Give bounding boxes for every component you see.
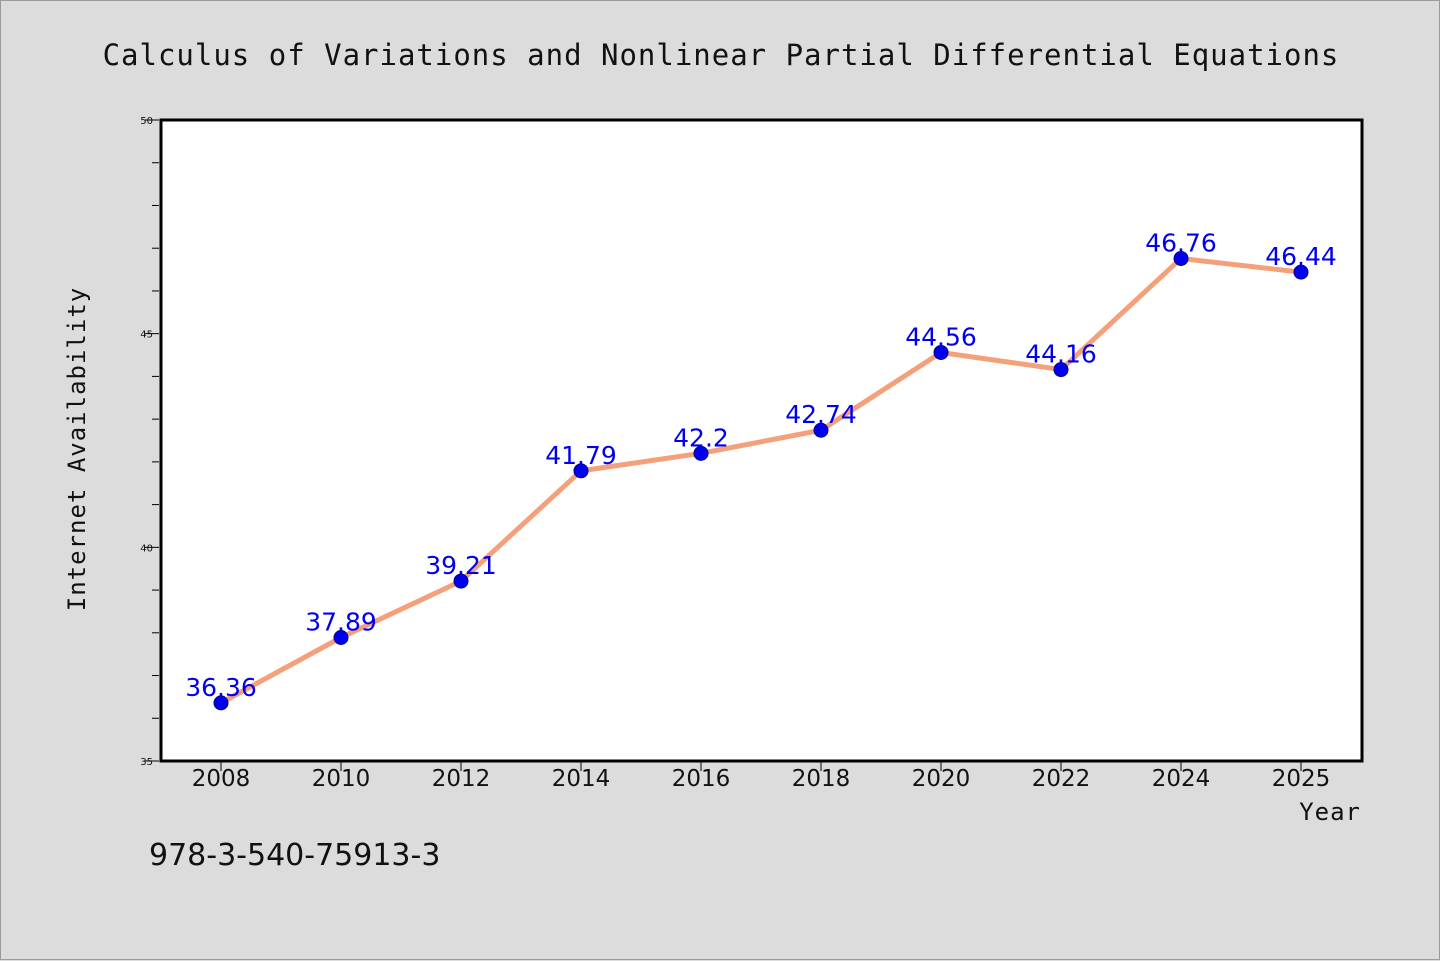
data-label: 36.36	[185, 673, 257, 702]
x-tick-label: 2012	[432, 766, 491, 792]
data-point	[213, 695, 229, 711]
y-tick-label: 50	[140, 116, 153, 127]
x-tick-label: 2024	[1152, 766, 1211, 792]
y-tick-label: 45	[140, 330, 153, 341]
data-label: 41.79	[545, 441, 617, 470]
x-tick-label: 2022	[1032, 766, 1091, 792]
x-tick-label: 2016	[672, 766, 731, 792]
x-tick-label: 2020	[912, 766, 971, 792]
x-tick-label: 2014	[552, 766, 611, 792]
y-tick-label: 40	[140, 543, 153, 554]
chart-title: Calculus of Variations and Nonlinear Par…	[103, 38, 1340, 72]
data-point	[333, 630, 349, 646]
data-point	[453, 573, 469, 589]
data-label: 42.2	[673, 423, 729, 452]
series-layer: 36.36 37.89 39.21 41.79 42.2 42.74 44.56 44.16 4…	[185, 228, 1337, 711]
isbn-text: 978-3-540-75913-3	[149, 838, 440, 873]
data-label: 46.76	[1145, 228, 1217, 257]
x-axis: 2008 2010 2012 2014 2016 2018 2020 2022 2024 2025	[192, 762, 1331, 792]
data-label: 42.74	[785, 400, 857, 429]
data-label: 37.89	[305, 608, 377, 637]
series-line	[219, 255, 1302, 706]
y-axis: 35 40 45 50	[140, 116, 159, 768]
data-label: 44.56	[905, 322, 977, 351]
data-point	[813, 422, 829, 438]
data-point	[1053, 362, 1069, 378]
data-point	[933, 344, 949, 360]
x-tick-label: 2008	[192, 766, 251, 792]
x-tick-label: 2025	[1272, 766, 1331, 792]
data-label: 39.21	[425, 551, 497, 580]
data-point	[1293, 264, 1309, 280]
data-point	[1173, 250, 1189, 266]
data-label: 44.16	[1025, 340, 1097, 369]
x-tick-label: 2018	[792, 766, 851, 792]
y-axis-title: Internet Availability	[63, 287, 91, 611]
x-axis-title: Year	[1299, 798, 1361, 826]
y-tick-label: 35	[140, 757, 153, 768]
x-tick-label: 2010	[312, 766, 371, 792]
data-label: 46.44	[1265, 242, 1337, 271]
data-point	[693, 445, 709, 461]
data-point	[573, 463, 589, 479]
